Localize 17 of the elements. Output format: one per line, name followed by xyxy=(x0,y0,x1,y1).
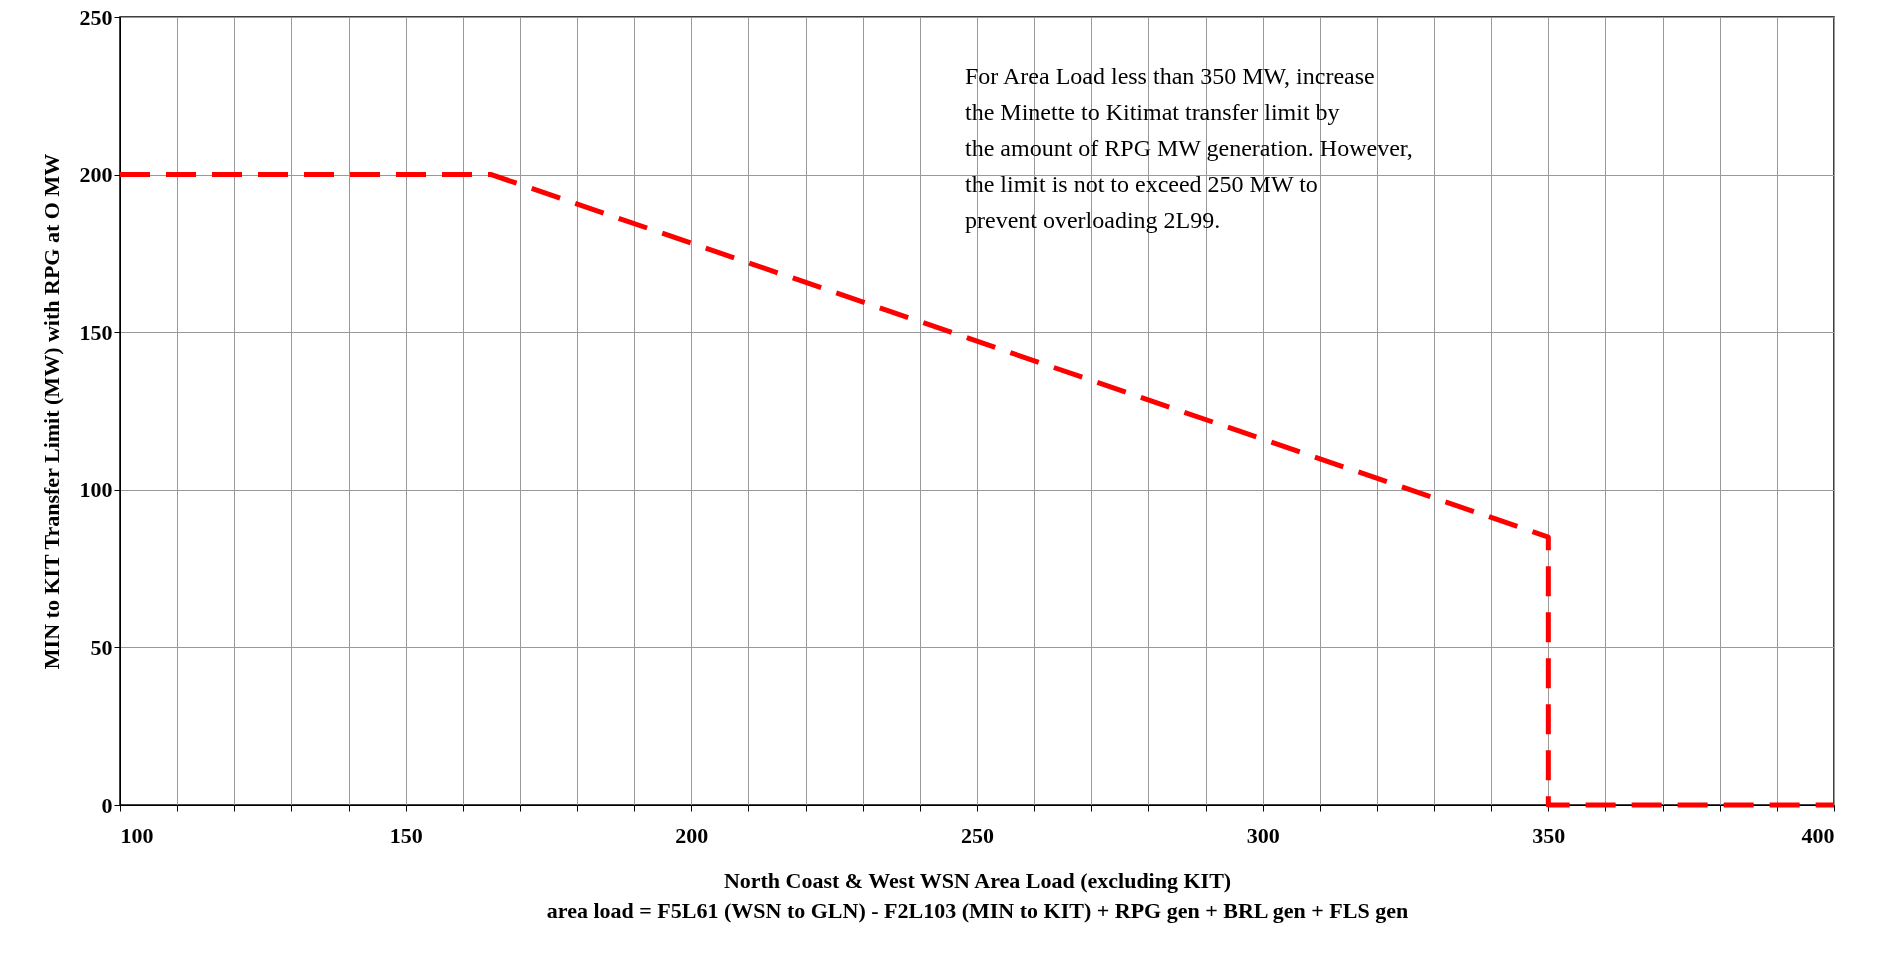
text: area load = F5L61 (WSN to GLN) - F2L103 (MIN to KIT) + RPG gen + BRL gen + FLS gen xyxy=(546,897,1409,923)
x-tick-label: 250 xyxy=(961,822,994,848)
y-tick-label: 200 xyxy=(79,162,113,188)
x-tick-label: 350 xyxy=(1532,822,1566,848)
y-tick-label: 100 xyxy=(79,477,113,503)
x-axis-title: North Coast & West WSN Area Load (excluding KIT) xyxy=(723,867,1232,893)
y-tick-label: 250 xyxy=(79,4,113,30)
x-tick-label: 100 xyxy=(120,822,154,848)
y-tick-label: 0 xyxy=(101,792,113,818)
y-tick-label: 50 xyxy=(90,634,113,660)
x-tick-label: 300 xyxy=(1246,822,1280,848)
x-tick-label: 150 xyxy=(389,822,423,848)
x-tick-label: 400 xyxy=(1801,822,1835,848)
annotation: For Area Load less than 350 MW, increase the Minette to Kitimat transfer limit by the amount of RPG MW generation. However, the limit is not to exceed 250 MW to prevent overloading 2L99. xyxy=(965,63,1413,233)
y-tick-label: 150 xyxy=(79,319,113,345)
x-tick-label: 200 xyxy=(675,822,709,848)
y-axis-title: MIN to KIT Transfer Limit (MW) with RPG at O MW xyxy=(38,153,64,670)
